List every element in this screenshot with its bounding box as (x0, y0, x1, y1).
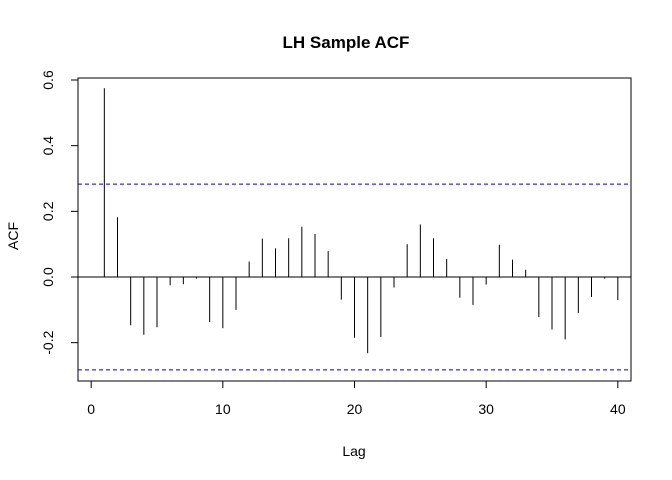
y-axis: -0.2 0.0 0.2 0.4 0.6 (40, 70, 79, 355)
x-tick-label: 30 (478, 401, 494, 417)
y-tick-label: -0.2 (40, 330, 56, 354)
x-axis: 0 10 20 30 40 (87, 380, 626, 417)
acf-bars (103, 88, 619, 354)
y-tick-label: 0.4 (40, 136, 56, 156)
x-tick-label: 0 (87, 401, 95, 417)
y-tick-label: 0.6 (40, 70, 56, 90)
confidence-bounds (78, 183, 631, 371)
y-axis-label: ACF (5, 222, 21, 250)
x-tick-label: 40 (610, 401, 626, 417)
x-tick-label: 10 (215, 401, 231, 417)
x-tick-label: 20 (347, 401, 363, 417)
y-tick-label: 0.0 (40, 267, 56, 287)
x-axis-label: Lag (342, 443, 365, 459)
y-tick-label: 0.2 (40, 201, 56, 221)
chart-title: LH Sample ACF (283, 33, 410, 52)
